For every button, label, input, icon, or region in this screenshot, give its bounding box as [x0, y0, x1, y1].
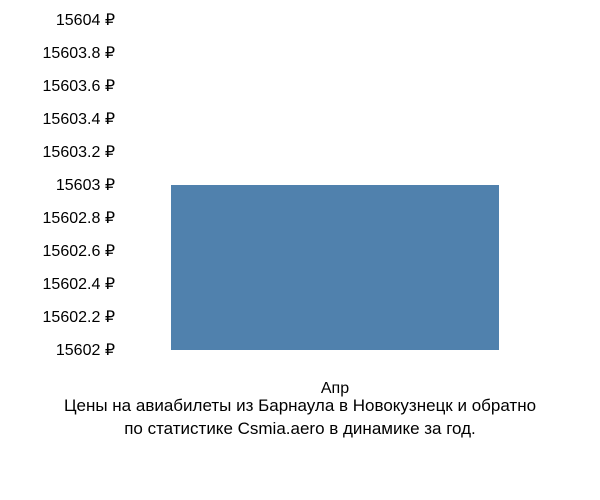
y-tick-label: 15603 ₽: [0, 175, 115, 195]
y-tick-label: 15603.2 ₽: [0, 142, 115, 162]
bar: [171, 185, 499, 350]
y-tick-label: 15602.8 ₽: [0, 208, 115, 228]
chart-caption: Цены на авиабилеты из Барнаула в Новокуз…: [0, 395, 600, 441]
y-tick-label: 15602.4 ₽: [0, 274, 115, 294]
y-tick-label: 15603.8 ₽: [0, 43, 115, 63]
y-tick-label: 15603.4 ₽: [0, 109, 115, 129]
price-chart: 15604 ₽15603.8 ₽15603.6 ₽15603.4 ₽15603.…: [0, 20, 600, 350]
y-tick-label: 15604 ₽: [0, 10, 115, 30]
y-tick-label: 15602 ₽: [0, 340, 115, 360]
plot-area: 15604 ₽15603.8 ₽15603.6 ₽15603.4 ₽15603.…: [125, 20, 545, 350]
y-axis: 15604 ₽15603.8 ₽15603.6 ₽15603.4 ₽15603.…: [0, 20, 120, 350]
y-tick-label: 15602.2 ₽: [0, 307, 115, 327]
y-tick-label: 15602.6 ₽: [0, 241, 115, 261]
caption-line1: Цены на авиабилеты из Барнаула в Новокуз…: [64, 396, 536, 415]
caption-line2: по статистике Csmia.aero в динамике за г…: [124, 419, 476, 438]
y-tick-label: 15603.6 ₽: [0, 76, 115, 96]
